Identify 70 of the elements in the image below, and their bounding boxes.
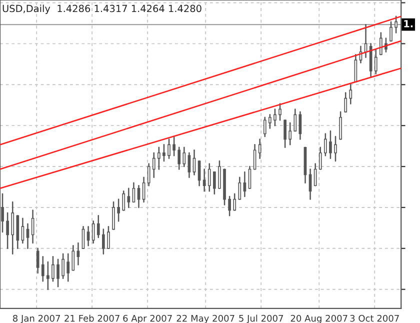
x-tick-label: 5 Jul 2007	[239, 314, 283, 323]
candlestick	[284, 119, 286, 148]
candlestick	[92, 220, 95, 244]
x-tick-label: 22 May 2007	[176, 314, 234, 323]
candlestick	[188, 152, 191, 178]
candlestick	[107, 226, 110, 250]
candlestick	[132, 182, 136, 203]
candlestick	[162, 144, 166, 162]
candlestick	[122, 190, 126, 211]
candlestick	[52, 256, 54, 282]
candlestick	[127, 188, 130, 208]
candlestick	[96, 215, 100, 238]
candlestick	[278, 103, 282, 121]
candlestick	[36, 248, 40, 274]
candlestick	[243, 171, 246, 198]
candlestick	[76, 242, 80, 266]
candlestick	[62, 253, 64, 280]
candlestick	[318, 146, 322, 170]
candlestick	[86, 226, 90, 246]
candlestick	[182, 146, 186, 168]
candlestick	[202, 168, 206, 192]
x-tick-label: 20 Aug 2007	[290, 314, 348, 323]
x-tick-label: 21 Feb 2007	[64, 314, 120, 322]
candlestick	[157, 146, 160, 170]
candlestick	[274, 108, 276, 126]
candlestick	[233, 193, 236, 211]
x-tick-label: 3 Oct 2007	[350, 314, 399, 322]
candlestick	[324, 133, 327, 156]
candlestick	[339, 111, 342, 140]
candlestick	[56, 258, 60, 288]
candlestick	[212, 171, 216, 194]
candlestick	[228, 196, 231, 216]
candlestick	[294, 108, 297, 132]
candlestick	[334, 136, 337, 162]
candlestick	[72, 245, 75, 271]
candlestick	[6, 212, 9, 250]
candlestick	[288, 122, 292, 146]
x-tick-label: 6 Apr 2007	[123, 314, 172, 323]
candlestick	[168, 138, 170, 159]
candlestick	[147, 163, 150, 186]
candlestick	[218, 160, 221, 189]
candlestick	[41, 256, 44, 282]
candlestick	[374, 48, 378, 74]
candlestick	[112, 201, 115, 230]
candlestick	[258, 138, 262, 159]
candlestick	[172, 136, 176, 156]
candlestick	[66, 253, 70, 282]
candlestick	[102, 228, 105, 254]
candlestick	[394, 16, 398, 34]
candlestick	[21, 218, 24, 244]
candlestick	[26, 223, 30, 250]
candlestick	[178, 146, 181, 170]
candlestick	[268, 114, 272, 129]
chart-title: USD,Daily 1.4286 1.4317 1.4264 1.4280	[2, 4, 202, 14]
candlestick	[152, 152, 156, 178]
candlestick	[46, 261, 50, 290]
candlestick	[390, 21, 392, 42]
candlestick	[117, 198, 120, 222]
candlestick	[192, 150, 196, 176]
candlestick	[349, 84, 352, 104]
candlestick	[344, 92, 348, 113]
candlestick	[314, 163, 317, 186]
candlestick	[11, 201, 14, 254]
candlestick	[379, 32, 382, 56]
candlestick	[208, 163, 211, 192]
ref-line-label: 1.	[404, 20, 413, 28]
x-tick-label: 8 Jan 2007	[13, 314, 60, 323]
candlestick	[263, 116, 266, 138]
candlestick	[238, 176, 242, 200]
candlestick	[329, 130, 332, 159]
